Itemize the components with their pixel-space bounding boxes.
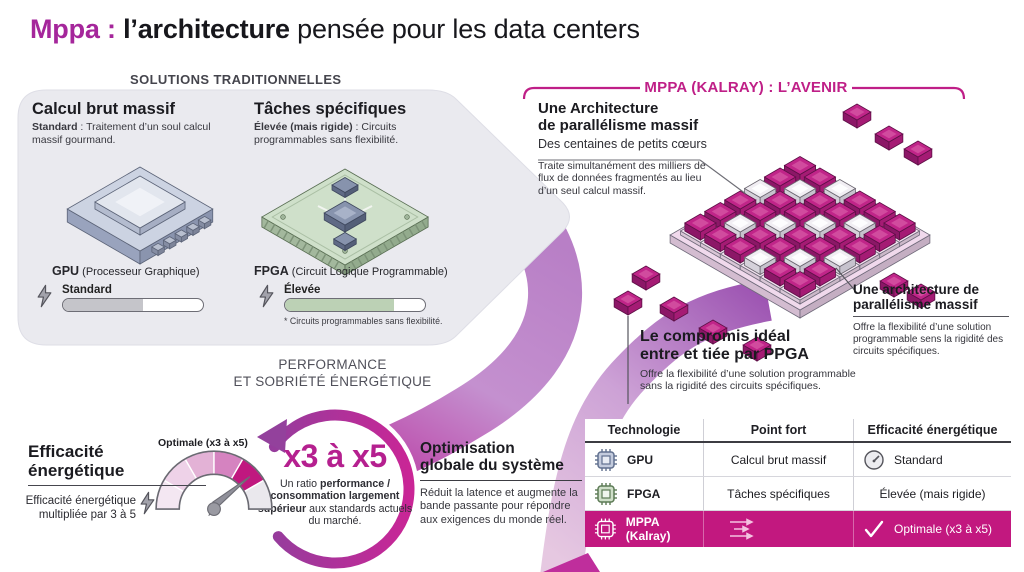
fpga-section: Tâches spécifiques Élevée (mais rigide) … <box>254 100 469 146</box>
tech-label: MPPA (Kalray) <box>625 515 671 543</box>
arch-heading: Une Architecture de parallélisme massif <box>538 100 699 134</box>
efficiency-label: Élevée (mais rigide) <box>879 486 986 501</box>
fpga-meter: Élevée * Circuits programmables sans fle… <box>258 284 442 326</box>
right-body: Offre la flexibilité d’une solution prog… <box>853 322 1004 358</box>
mppa-right-block: Une architecture de parallélisme massif O… <box>853 282 1013 358</box>
gpu-description: Standard : Traitement d’un soul calcul m… <box>32 121 211 146</box>
divider <box>853 316 1009 318</box>
col-header-efficacite: Efficacité énergétique <box>867 423 998 437</box>
fpga-chip-label: FPGA (Circuit Logique Programmable) <box>254 264 448 278</box>
ratio-block: x3 à x5 Un ratio performance / consommat… <box>255 438 415 528</box>
efficiency-label: Standard <box>894 452 943 467</box>
fpga-meter-bar <box>284 298 426 312</box>
tech-label: FPGA <box>627 486 661 501</box>
gauge-icon <box>864 449 884 470</box>
lightning-icon <box>37 284 52 308</box>
gpu-meter-bar <box>62 298 204 312</box>
gpu-heading: Calcul brut massif <box>32 100 176 118</box>
mppa-architecture-block: Une Architecture de parallélisme massif D… <box>538 100 723 197</box>
table-row-fpga: FPGA Tâches spécifiques Élevée (mais rig… <box>585 477 1011 511</box>
performance-caption: PERFORMANCE ET SOBRIÉTÉ ÉNERGÉTIQUE <box>233 357 432 389</box>
mppa-bracket-right <box>852 86 966 100</box>
gpu-chip-icon <box>595 448 617 471</box>
arrowhead <box>257 419 287 453</box>
gpu-meter: Standard <box>36 284 204 312</box>
fpga-footnote: * Circuits programmables sans flexibilit… <box>284 316 443 326</box>
optimisation-heading: Optimisation globale du système <box>420 440 564 475</box>
lightning-icon <box>140 491 155 515</box>
table-row-gpu: GPU Calcul brut massif Standard <box>585 443 1011 477</box>
col-header-technologie: Technologie <box>607 423 681 437</box>
efficiency-heading: Efficacité énergétique <box>28 442 206 487</box>
table-row-mppa: MPPA (Kalray) Optimale (x3 à x5) <box>585 511 1011 547</box>
lightning-icon <box>259 284 274 308</box>
comparison-table: Technologie Point fort Efficacité énergé… <box>585 419 1011 547</box>
right-heading: Une architecture de parallélisme massif <box>853 282 980 313</box>
tech-label: GPU <box>627 452 654 467</box>
arch-body: Traite simultanément des milliers de flu… <box>538 159 706 197</box>
gpu-section: Calcul brut massif Standard : Traitement… <box>32 100 237 146</box>
ratio-circle-arrow <box>251 405 419 572</box>
mppa-bracket-left <box>522 86 640 100</box>
ratio-caption: Un ratio performance / consommation larg… <box>257 478 413 528</box>
gauge-optimal-label: Optimale (x3 à x5) <box>158 437 248 449</box>
point-fort-cell: Calcul brut massif <box>703 443 854 476</box>
efficiency-gauge <box>155 450 273 516</box>
compromis-body: Offre la flexibilité d’une solution prog… <box>640 367 856 393</box>
efficiency-caption: Efficacité énergétique multipliée par 3 à… <box>25 495 136 521</box>
ratio-value: x3 à x5 <box>283 438 387 474</box>
divider <box>28 485 206 487</box>
fpga-meter-label: Élevée <box>284 284 321 296</box>
optimisation-body: Réduit la latence et augmente la bande p… <box>420 486 578 526</box>
ribbon-fragment <box>543 553 600 572</box>
gpu-meter-label: Standard <box>62 284 112 296</box>
optimisation-block: Optimisation globale du système Réduit la… <box>420 440 596 527</box>
mppa-section-header: MPPA (KALRAY) : L’AVENIR <box>644 79 848 96</box>
traditional-section-header: SOLUTIONS TRADITIONNELLES <box>130 72 342 87</box>
gpu-chip-label: GPU (Processeur Graphique) <box>52 264 200 278</box>
point-fort-cell: Tâches spécifiques <box>703 477 854 510</box>
check-icon <box>864 520 884 538</box>
compromis-heading: Le compromis idéal entre et tiée par PPGA <box>640 328 809 363</box>
parallel-flows-icon <box>730 518 754 540</box>
divider <box>420 479 582 481</box>
efficiency-label: Optimale (x3 à x5) <box>894 522 993 536</box>
fpga-description: Élevée (mais rigide) : Circuits programm… <box>254 121 399 146</box>
col-header-point-fort: Point fort <box>703 419 854 441</box>
fpga-heading: Tâches spécifiques <box>254 100 407 118</box>
arch-subheading: Des centaines de petits cœurs <box>538 136 707 151</box>
page-title: Mppa : l’architecture pensée pour les da… <box>30 14 640 44</box>
callout-line-right <box>835 267 858 294</box>
fpga-chip-icon <box>595 482 617 505</box>
compromis-block: Le compromis idéal entre et tiée par PPGA… <box>640 328 878 393</box>
mppa-chip-icon <box>594 518 616 540</box>
